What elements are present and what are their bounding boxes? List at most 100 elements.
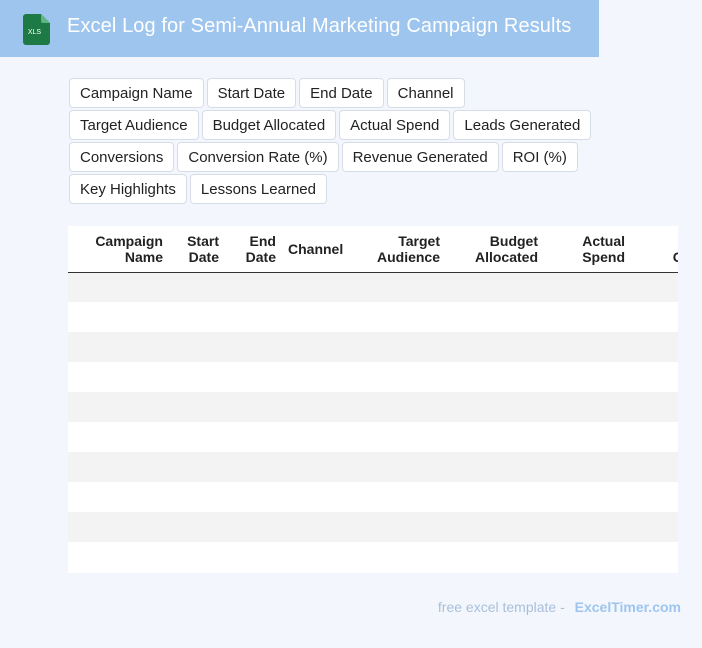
table-cell[interactable] — [544, 482, 631, 512]
table-cell[interactable] — [446, 482, 544, 512]
table-cell[interactable] — [544, 302, 631, 332]
table-cell[interactable] — [68, 512, 169, 542]
table-cell[interactable] — [225, 422, 282, 452]
table-cell[interactable] — [169, 362, 225, 392]
field-chip[interactable]: Start Date — [206, 78, 297, 108]
table-cell[interactable] — [344, 422, 446, 452]
table-cell[interactable] — [282, 272, 344, 302]
table-cell[interactable] — [282, 512, 344, 542]
table-cell[interactable] — [169, 482, 225, 512]
table-cell[interactable] — [344, 302, 446, 332]
table-cell[interactable] — [544, 452, 631, 482]
table-cell[interactable] — [631, 272, 678, 302]
table-cell[interactable] — [68, 392, 169, 422]
table-cell[interactable] — [225, 542, 282, 572]
table-cell[interactable] — [344, 542, 446, 572]
table-cell[interactable] — [344, 452, 446, 482]
field-chip[interactable]: Key Highlights — [69, 174, 187, 204]
table-cell[interactable] — [282, 542, 344, 572]
column-header[interactable]: Start Date — [169, 226, 225, 273]
table-cell[interactable] — [631, 482, 678, 512]
table-cell[interactable] — [344, 482, 446, 512]
table-cell[interactable] — [225, 272, 282, 302]
table-cell[interactable] — [68, 332, 169, 362]
footer-brand-link[interactable]: ExcelTimer.com — [574, 599, 681, 615]
column-header[interactable]: Leads Generated — [631, 226, 678, 273]
table-cell[interactable] — [631, 392, 678, 422]
field-chip[interactable]: Channel — [386, 78, 465, 108]
table-cell[interactable] — [225, 392, 282, 422]
table-cell[interactable] — [225, 452, 282, 482]
table-cell[interactable] — [446, 512, 544, 542]
table-cell[interactable] — [446, 302, 544, 332]
log-table-container[interactable]: Campaign Name Start Date End Date Channel Ta… — [68, 226, 678, 573]
table-cell[interactable] — [282, 482, 344, 512]
table-cell[interactable] — [631, 542, 678, 572]
table-cell[interactable] — [344, 362, 446, 392]
table-cell[interactable] — [225, 302, 282, 332]
table-cell[interactable] — [446, 452, 544, 482]
table-cell[interactable] — [631, 302, 678, 332]
table-cell[interactable] — [282, 362, 344, 392]
table-cell[interactable] — [631, 452, 678, 482]
column-header[interactable]: Budget Allocated — [446, 226, 544, 273]
table-cell[interactable] — [544, 272, 631, 302]
table-cell[interactable] — [169, 302, 225, 332]
table-cell[interactable] — [169, 452, 225, 482]
table-cell[interactable] — [344, 332, 446, 362]
column-header[interactable]: End Date — [225, 226, 282, 273]
field-chip[interactable]: End Date — [299, 78, 384, 108]
field-chip[interactable]: Target Audience — [69, 110, 199, 140]
table-cell[interactable] — [544, 392, 631, 422]
table-cell[interactable] — [631, 332, 678, 362]
table-cell[interactable] — [544, 512, 631, 542]
table-cell[interactable] — [282, 422, 344, 452]
table-cell[interactable] — [68, 542, 169, 572]
table-cell[interactable] — [169, 422, 225, 452]
table-cell[interactable] — [544, 542, 631, 572]
table-cell[interactable] — [631, 422, 678, 452]
table-cell[interactable] — [544, 422, 631, 452]
table-cell[interactable] — [544, 362, 631, 392]
table-cell[interactable] — [169, 272, 225, 302]
table-cell[interactable] — [169, 542, 225, 572]
field-chip[interactable]: Campaign Name — [69, 78, 204, 108]
table-cell[interactable] — [225, 512, 282, 542]
column-header[interactable]: Target Audience — [344, 226, 446, 273]
table-cell[interactable] — [282, 332, 344, 362]
table-cell[interactable] — [68, 272, 169, 302]
table-cell[interactable] — [446, 422, 544, 452]
table-cell[interactable] — [344, 392, 446, 422]
table-cell[interactable] — [631, 512, 678, 542]
field-chip[interactable]: Actual Spend — [339, 110, 451, 140]
table-cell[interactable] — [68, 482, 169, 512]
table-cell[interactable] — [344, 272, 446, 302]
table-cell[interactable] — [68, 452, 169, 482]
table-cell[interactable] — [225, 362, 282, 392]
field-chip[interactable]: Conversion Rate (%) — [177, 142, 339, 172]
field-chip[interactable]: Lessons Learned — [189, 174, 327, 204]
table-cell[interactable] — [282, 302, 344, 332]
table-cell[interactable] — [446, 362, 544, 392]
table-cell[interactable] — [282, 392, 344, 422]
table-cell[interactable] — [631, 362, 678, 392]
table-cell[interactable] — [282, 452, 344, 482]
field-chip[interactable]: Leads Generated — [453, 110, 592, 140]
table-cell[interactable] — [169, 392, 225, 422]
table-cell[interactable] — [68, 302, 169, 332]
table-cell[interactable] — [68, 422, 169, 452]
field-chip[interactable]: Budget Allocated — [201, 110, 337, 140]
table-cell[interactable] — [446, 392, 544, 422]
table-cell[interactable] — [225, 332, 282, 362]
table-cell[interactable] — [446, 332, 544, 362]
table-cell[interactable] — [446, 272, 544, 302]
table-cell[interactable] — [344, 512, 446, 542]
table-cell[interactable] — [544, 332, 631, 362]
field-chip[interactable]: ROI (%) — [501, 142, 578, 172]
table-cell[interactable] — [446, 542, 544, 572]
table-cell[interactable] — [169, 512, 225, 542]
field-chip[interactable]: Conversions — [69, 142, 175, 172]
column-header[interactable]: Campaign Name — [68, 226, 169, 273]
table-cell[interactable] — [68, 362, 169, 392]
column-header[interactable]: Actual Spend — [544, 226, 631, 273]
